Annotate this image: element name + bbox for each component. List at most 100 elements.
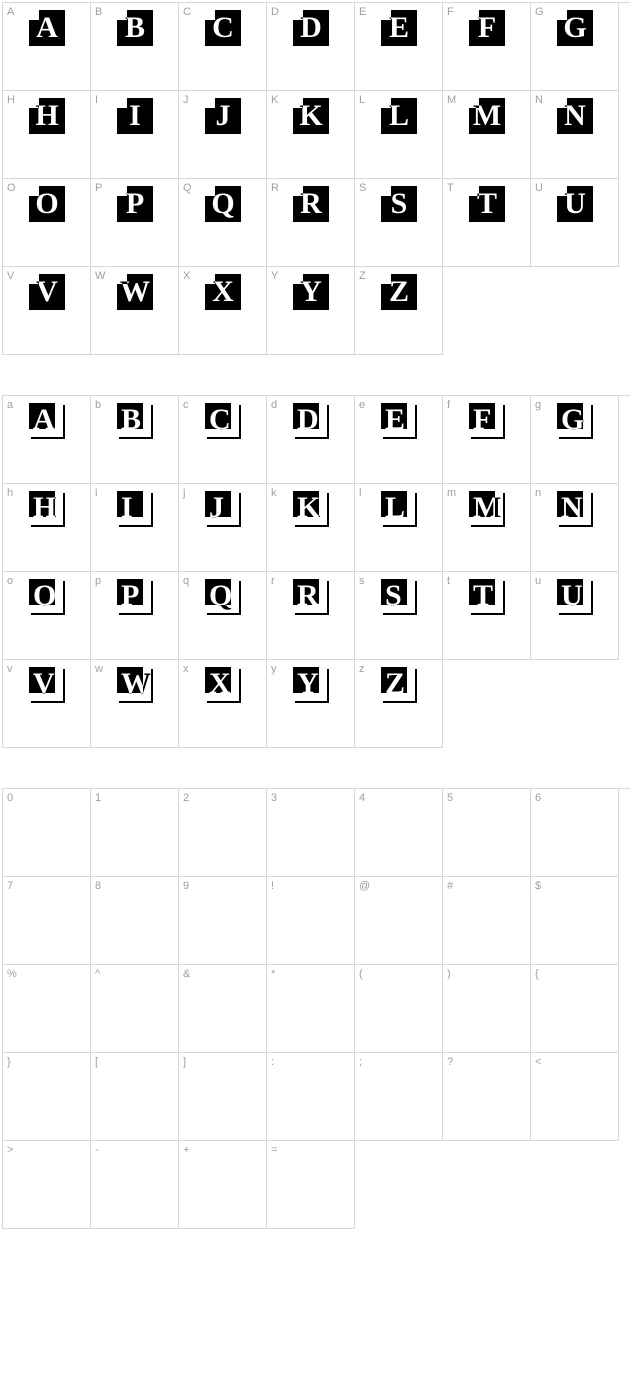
charmap-cell[interactable]: rR [267,572,355,660]
charmap-cell[interactable]: VV [3,267,91,355]
charmap-cell[interactable]: wW [91,660,179,748]
charmap-cell[interactable]: { [531,965,619,1053]
charmap-cell[interactable]: > [3,1141,91,1229]
charmap-cell[interactable]: WW [91,267,179,355]
glyph-rightline [63,405,65,439]
charmap-cell[interactable]: 2 [179,789,267,877]
charmap-cell[interactable]: iI [91,484,179,572]
charmap-cell[interactable]: xX [179,660,267,748]
charmap-cell[interactable]: RR [267,179,355,267]
cell-label: I [95,94,98,106]
charmap-cell[interactable]: aA [3,396,91,484]
cell-label: E [359,6,366,18]
charmap-cell[interactable]: 7 [3,877,91,965]
charmap-cell[interactable]: MM [443,91,531,179]
charmap-cell[interactable]: ? [443,1053,531,1141]
charmap-cell[interactable]: NN [531,91,619,179]
charmap-cell[interactable]: BB [91,3,179,91]
charmap-cell[interactable]: 5 [443,789,531,877]
charmap-cell[interactable]: ( [355,965,443,1053]
charmap-cell[interactable]: YY [267,267,355,355]
charmap-cell[interactable]: ^ [91,965,179,1053]
charmap-cell[interactable]: < [531,1053,619,1141]
charmap-cell[interactable]: + [179,1141,267,1229]
charmap-cell[interactable]: vV [3,660,91,748]
charmap-cell[interactable]: sS [355,572,443,660]
charmap-cell[interactable]: TT [443,179,531,267]
glyph-underline [207,701,241,703]
charmap-cell[interactable]: eE [355,396,443,484]
charmap-cell[interactable]: KK [267,91,355,179]
charmap-cell[interactable]: bB [91,396,179,484]
charmap-cell[interactable]: jJ [179,484,267,572]
charmap-cell[interactable]: kK [267,484,355,572]
charmap-cell[interactable]: & [179,965,267,1053]
cell-label: Q [183,182,192,194]
charmap-cell[interactable]: qQ [179,572,267,660]
charmap-cell[interactable]: % [3,965,91,1053]
glyph-wrap: N [557,491,593,527]
glyph-lower-icon: Z [381,667,417,703]
charmap-cell[interactable]: GG [531,3,619,91]
cell-label: 0 [7,792,13,804]
charmap-cell[interactable]: - [91,1141,179,1229]
glyph-wrap: T [469,186,505,222]
charmap-cell[interactable]: PP [91,179,179,267]
charmap-cell[interactable]: cC [179,396,267,484]
charmap-cell[interactable]: 6 [531,789,619,877]
charmap-cell[interactable]: HH [3,91,91,179]
charmap-cell[interactable]: II [91,91,179,179]
charmap-cell[interactable]: tT [443,572,531,660]
charmap-cell[interactable]: JJ [179,91,267,179]
charmap-cell[interactable]: } [3,1053,91,1141]
charmap-cell[interactable]: fF [443,396,531,484]
charmap-cell[interactable]: 1 [91,789,179,877]
charmap-cell[interactable]: # [443,877,531,965]
cell-label: d [271,399,277,411]
charmap-cell[interactable]: gG [531,396,619,484]
charmap-cell[interactable]: yY [267,660,355,748]
charmap-cell[interactable]: ) [443,965,531,1053]
charmap-cell[interactable]: LL [355,91,443,179]
glyph-letter: E [385,405,405,435]
charmap-cell[interactable]: [ [91,1053,179,1141]
cell-label: ] [183,1056,186,1068]
glyph-underline [295,437,329,439]
charmap-cell[interactable]: ! [267,877,355,965]
charmap-cell[interactable]: dD [267,396,355,484]
charmap-cell[interactable]: FF [443,3,531,91]
charmap-cell[interactable]: ZZ [355,267,443,355]
charmap-cell[interactable]: CC [179,3,267,91]
charmap-cell[interactable]: @ [355,877,443,965]
charmap-cell[interactable]: lL [355,484,443,572]
cell-label: p [95,575,101,587]
charmap-cell[interactable]: mM [443,484,531,572]
charmap-cell[interactable]: oO [3,572,91,660]
glyph-rightline [327,581,329,615]
charmap-cell[interactable]: hH [3,484,91,572]
charmap-cell[interactable]: DD [267,3,355,91]
charmap-cell[interactable]: UU [531,179,619,267]
charmap-cell[interactable]: ; [355,1053,443,1141]
charmap-cell[interactable]: QQ [179,179,267,267]
charmap-cell[interactable]: SS [355,179,443,267]
charmap-cell[interactable]: 3 [267,789,355,877]
charmap-cell[interactable]: nN [531,484,619,572]
charmap-cell[interactable]: ] [179,1053,267,1141]
charmap-cell[interactable]: XX [179,267,267,355]
charmap-cell[interactable]: zZ [355,660,443,748]
charmap-cell[interactable]: : [267,1053,355,1141]
charmap-cell[interactable]: pP [91,572,179,660]
charmap-cell[interactable]: 4 [355,789,443,877]
charmap-cell[interactable]: AA [3,3,91,91]
charmap-cell[interactable]: * [267,965,355,1053]
charmap-cell[interactable]: OO [3,179,91,267]
charmap-cell[interactable]: 8 [91,877,179,965]
charmap-cell[interactable]: 9 [179,877,267,965]
charmap-cell[interactable]: uU [531,572,619,660]
charmap-cell[interactable]: = [267,1141,355,1229]
glyph-rightline [239,405,241,439]
charmap-cell[interactable]: 0 [3,789,91,877]
charmap-cell[interactable]: $ [531,877,619,965]
charmap-cell[interactable]: EE [355,3,443,91]
